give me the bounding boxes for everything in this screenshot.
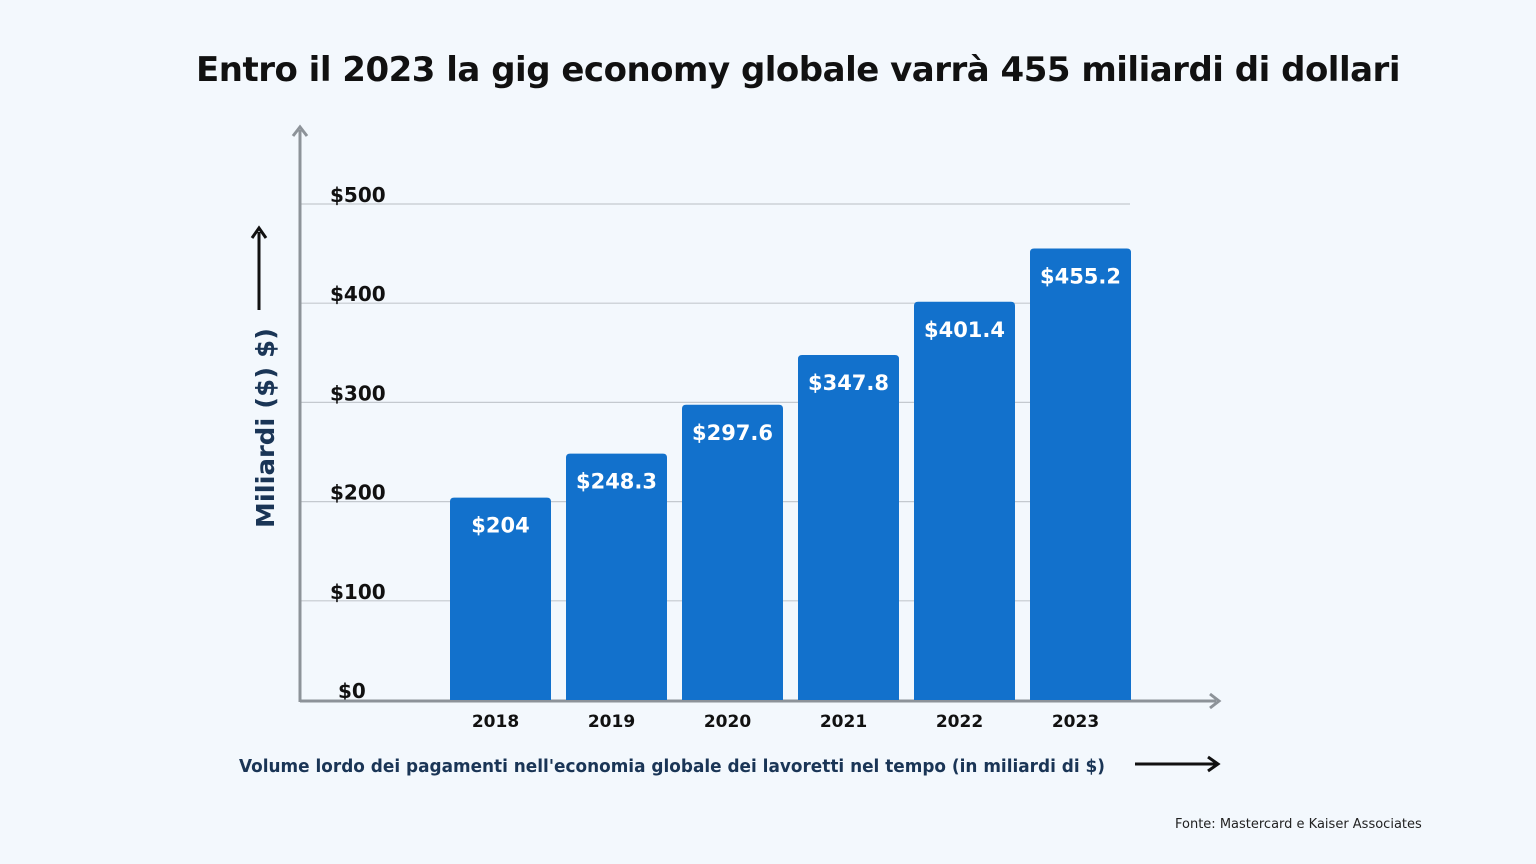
y-tick-label: $400: [330, 282, 386, 306]
y-tick-label: $500: [330, 183, 386, 207]
bar-value-label: $455.2: [1040, 264, 1121, 288]
bar: [914, 301, 1015, 700]
x-axis-label: Volume lordo dei pagamenti nell'economia…: [239, 756, 1105, 777]
y-axis-label: Miliardi ($) $): [251, 328, 280, 528]
x-label-arrow-icon: [1207, 755, 1221, 773]
y-tick-label: $300: [330, 381, 386, 405]
y-tick-label: $100: [330, 580, 386, 604]
y-label-arrow-icon: [250, 225, 268, 239]
bar: [798, 354, 899, 700]
bar: [1030, 248, 1131, 701]
bar: [450, 497, 551, 700]
x-tick-label: 2021: [820, 712, 867, 732]
bar-value-label: $347.8: [808, 371, 889, 395]
bar: [682, 404, 783, 700]
bar-value-label: $248.3: [576, 470, 657, 494]
bar-value-label: $204: [471, 514, 529, 538]
x-tick-label: 2018: [472, 712, 519, 732]
chart-title: Entro il 2023 la gig economy globale var…: [196, 50, 1400, 90]
x-tick-label: 2020: [704, 712, 751, 732]
bar-value-label: $297.6: [692, 421, 773, 445]
bar-value-label: $401.4: [924, 318, 1005, 342]
x-tick-label: 2019: [588, 712, 635, 732]
y-axis-arrow-icon: [291, 124, 309, 137]
x-axis-arrow-icon: [1209, 692, 1222, 710]
source-note: Fonte: Mastercard e Kaiser Associates: [1175, 817, 1422, 832]
y-tick-label: $0: [338, 679, 366, 703]
y-tick-label: $200: [330, 481, 386, 505]
bar: [566, 453, 667, 700]
x-tick-label: 2023: [1052, 712, 1099, 732]
x-tick-label: 2022: [936, 712, 983, 732]
